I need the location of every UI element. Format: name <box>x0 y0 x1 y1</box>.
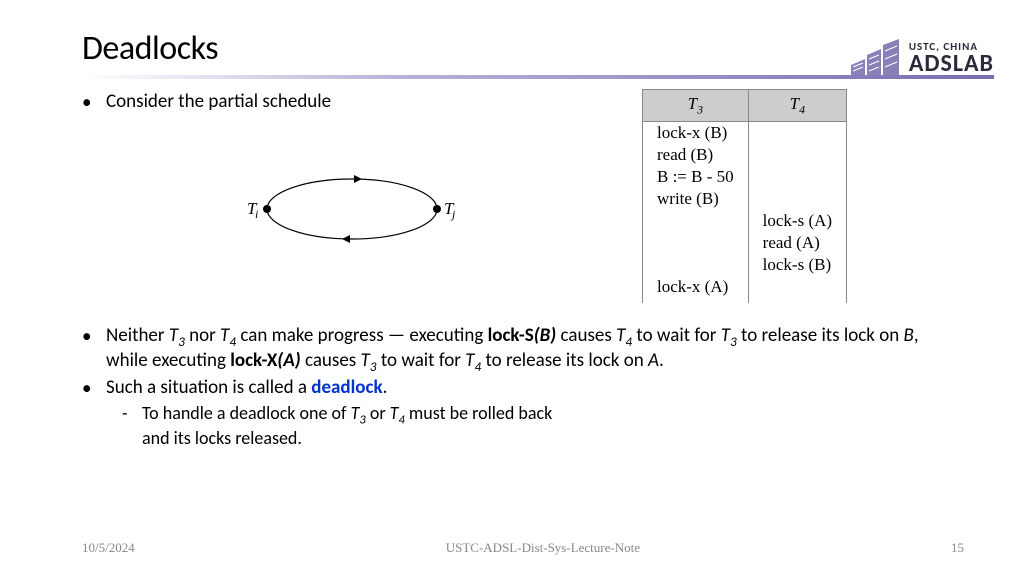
cell: read (B) <box>643 144 749 166</box>
bullet-2-text: Neither T3 nor T4 can make progress — ex… <box>106 325 942 375</box>
logo-building-icon <box>847 39 903 75</box>
schedule-table: T3 T4 lock-x (B) read (B) B := B - 50 wr… <box>642 89 847 303</box>
cell: B := B - 50 <box>643 166 749 188</box>
cell: write (B) <box>643 188 749 210</box>
bullet-1-text: Consider the partial schedule <box>106 91 622 114</box>
bullet-3: • Such a situation is called a deadlock. <box>82 377 942 400</box>
cell: lock-x (B) <box>643 122 749 145</box>
footer-center: USTC-ADSL-Dist-Sys-Lecture-Note <box>446 540 640 556</box>
footer: 10/5/2024 USTC-ADSL-Dist-Sys-Lecture-Not… <box>0 540 1024 556</box>
bullet-2: • Neither T3 nor T4 can make progress — … <box>82 325 942 375</box>
th-t4: T4 <box>748 90 846 122</box>
cell: lock-x (A) <box>643 276 749 303</box>
cell: lock-s (B) <box>748 254 846 276</box>
cell: read (A) <box>748 232 846 254</box>
footer-page: 15 <box>951 540 964 556</box>
cell: lock-s (A) <box>748 210 846 232</box>
svg-text:i: i <box>255 207 258 221</box>
bullet-1: • Consider the partial schedule <box>82 91 622 114</box>
waitfor-diagram: T i T j <box>82 114 622 254</box>
footer-date: 10/5/2024 <box>82 540 135 556</box>
sub-bullet-1: - To handle a deadlock one of T3 or T4 m… <box>122 402 942 450</box>
title-row: Deadlocks USTC, CHINA ADSLAB <box>0 0 1024 69</box>
th-t3: T3 <box>643 90 749 122</box>
logo-text: USTC, CHINA ADSLAB <box>909 40 994 75</box>
schedule-table-wrap: T3 T4 lock-x (B) read (B) B := B - 50 wr… <box>642 89 942 303</box>
content-area: • Consider the partial schedule T i T j <box>0 79 1024 449</box>
logo-title: ADSLAB <box>909 53 994 75</box>
page-title: Deadlocks <box>82 28 218 69</box>
logo: USTC, CHINA ADSLAB <box>847 39 994 75</box>
bullet-3-text: Such a situation is called a deadlock. <box>106 377 942 400</box>
top-row: • Consider the partial schedule T i T j <box>82 89 942 303</box>
sub-bullet-1-text: To handle a deadlock one of T3 or T4 mus… <box>142 402 552 450</box>
